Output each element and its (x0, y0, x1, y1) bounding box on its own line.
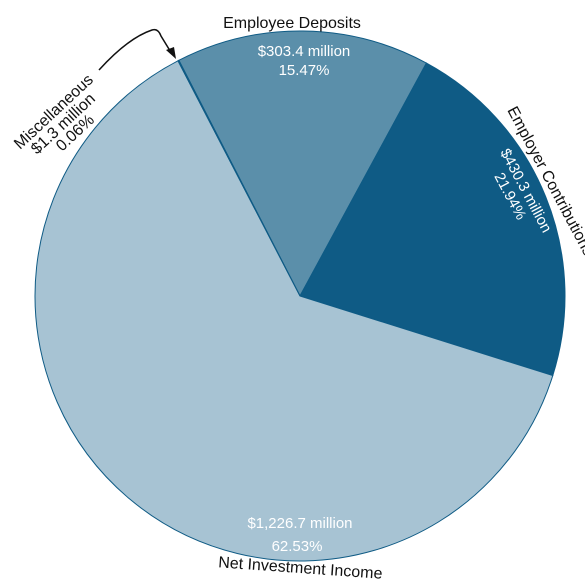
miscellaneous-pointer-arrowhead (166, 47, 176, 59)
pie-slices (34, 30, 566, 562)
employee-deposits-amount: $303.4 million (258, 43, 351, 60)
miscellaneous-pointer-line (98, 28, 173, 71)
employee-deposits-label: Employee Deposits (223, 15, 361, 32)
pie-slice-employee-deposits (178, 30, 428, 298)
pie-slice-net-investment-income (34, 60, 554, 562)
pie-slice-employer-contributions (299, 62, 566, 377)
net-investment-income-amount: $1,226.7 million (247, 515, 352, 532)
employee-deposits-percent: 15.47% (279, 62, 330, 79)
net-investment-income-percent: 62.53% (272, 538, 323, 555)
pie-slice-miscellaneous (177, 59, 301, 297)
employee-deposits-labels: Employee Deposits $303.4 million 15.47% (223, 15, 361, 79)
